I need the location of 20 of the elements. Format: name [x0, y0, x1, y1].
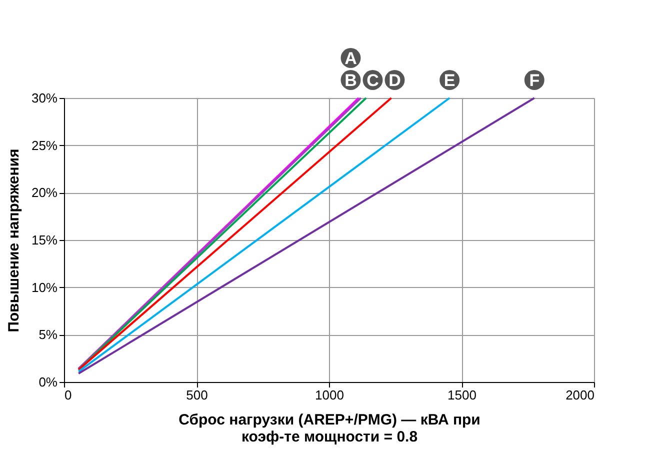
x-tick-label: 1000	[315, 388, 344, 402]
x-tick-label: 0	[64, 388, 72, 402]
y-tick-label: 5%	[38, 327, 58, 342]
x-tick-label: 1500	[448, 388, 476, 402]
x-tick-label: 500	[186, 388, 208, 402]
x-tick-label: 2000	[566, 388, 594, 402]
y-tick-label: 25%	[31, 138, 58, 153]
series-label: A	[344, 49, 357, 68]
series-label: D	[388, 71, 401, 90]
series-label: F	[529, 71, 540, 90]
series-label: B	[344, 71, 357, 90]
y-tick-label: 20%	[31, 185, 58, 200]
x-axis-title: Сброс нагрузки (AREP+/PMG) — кВА при коэф-те мощности = 0.8	[178, 412, 480, 446]
y-axis-title: Повышение напряжения	[5, 148, 22, 332]
y-tick-label: 30%	[31, 90, 58, 106]
y-tick-label: 15%	[31, 232, 58, 248]
series-label: E	[444, 71, 456, 90]
y-tick-label: 10%	[31, 280, 58, 295]
series-label: C	[366, 71, 379, 90]
y-tick-label: 0%	[38, 374, 58, 390]
